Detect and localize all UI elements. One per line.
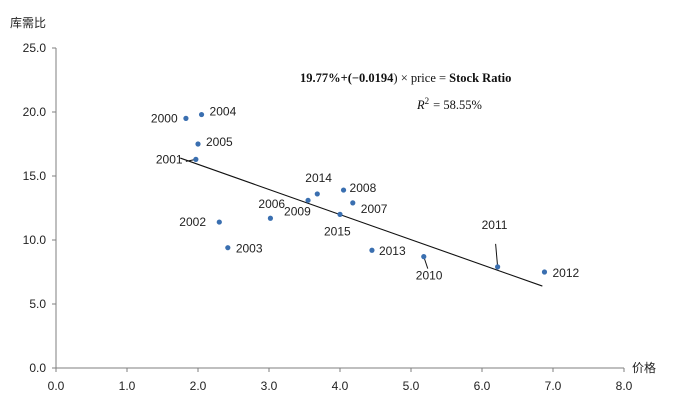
point-label-2010: 2010 (416, 269, 443, 283)
y-tick-label: 25.0 (23, 41, 47, 55)
r-squared-exponent: 2 (425, 96, 430, 106)
y-tick-label: 15.0 (23, 169, 47, 183)
data-point-2012 (541, 269, 548, 275)
point-label-2001: 2001 (156, 152, 183, 166)
data-point-2005 (195, 141, 201, 147)
x-tick-label: 6.0 (474, 379, 491, 393)
y-tick-label: 10.0 (23, 233, 47, 247)
data-point-2002 (216, 219, 222, 225)
data-point-2007 (350, 200, 356, 206)
point-label-2007: 2007 (361, 202, 388, 216)
data-point-2010 (421, 254, 427, 260)
trendline (180, 157, 543, 287)
point-label-2009: 2009 (284, 204, 311, 218)
x-tick-label: 4.0 (332, 379, 349, 393)
data-point-2001 (193, 156, 199, 162)
point-label-2000: 2000 (151, 111, 178, 125)
x-tick-label: 8.0 (616, 379, 633, 393)
point-label-2011: 2011 (482, 218, 508, 232)
point-label-2003: 2003 (236, 242, 263, 256)
tick-labels: 0.0 1.0 2.0 3.0 4.0 5.0 6.0 7.0 8.0 0.0 5.0 10.0 15.… (23, 41, 633, 393)
y-tick-label: 5.0 (29, 297, 46, 311)
r-squared-symbol: R (416, 98, 425, 112)
x-tick-label: 2.0 (190, 379, 207, 393)
point-label-2014: 2014 (305, 171, 332, 185)
y-axis-title: 库需比 (10, 15, 46, 30)
point-label-2013: 2013 (379, 244, 406, 258)
data-point-2009 (305, 197, 311, 203)
x-axis-title: 价格 (632, 360, 656, 375)
data-point-2008 (340, 187, 347, 193)
leader-line-2011 (495, 243, 499, 267)
equation-slope: −0.0194 (352, 71, 394, 85)
regression-equation: 19.77%+(−0.0194) × price = Stock Ratio (300, 71, 511, 85)
data-point-2014 (314, 191, 320, 197)
data-point-2006 (267, 215, 274, 221)
data-point-2013 (369, 247, 375, 253)
data-points (183, 111, 548, 275)
x-tick-label: 0.0 (48, 379, 65, 393)
data-point-2015 (337, 211, 343, 217)
point-label-2002: 2002 (179, 215, 206, 229)
data-point-2011 (495, 264, 501, 270)
equation-price: ) × price = (393, 71, 449, 85)
axes (52, 47, 625, 372)
y-tick-label: 20.0 (23, 105, 47, 119)
point-label-2005: 2005 (206, 135, 233, 149)
r-squared-value: = 58.55% (433, 98, 482, 112)
point-label-2008: 2008 (350, 181, 377, 195)
r-squared: R2 = 58.55% (416, 96, 482, 112)
y-tick-label: 0.0 (29, 361, 46, 375)
data-point-2003 (225, 245, 231, 251)
point-label-2004: 2004 (210, 105, 237, 119)
equation-intercept: 19.77%+( (300, 71, 352, 85)
equation-result: Stock Ratio (449, 71, 511, 85)
data-point-2004 (198, 111, 205, 118)
x-tick-label: 7.0 (545, 379, 562, 393)
point-label-2015: 2015 (324, 224, 351, 238)
x-tick-label: 5.0 (403, 379, 420, 393)
x-tick-label: 3.0 (261, 379, 278, 393)
data-point-2000 (183, 115, 189, 121)
x-tick-label: 1.0 (119, 379, 136, 393)
point-label-2012: 2012 (552, 266, 579, 280)
point-label-2006: 2006 (258, 197, 285, 211)
